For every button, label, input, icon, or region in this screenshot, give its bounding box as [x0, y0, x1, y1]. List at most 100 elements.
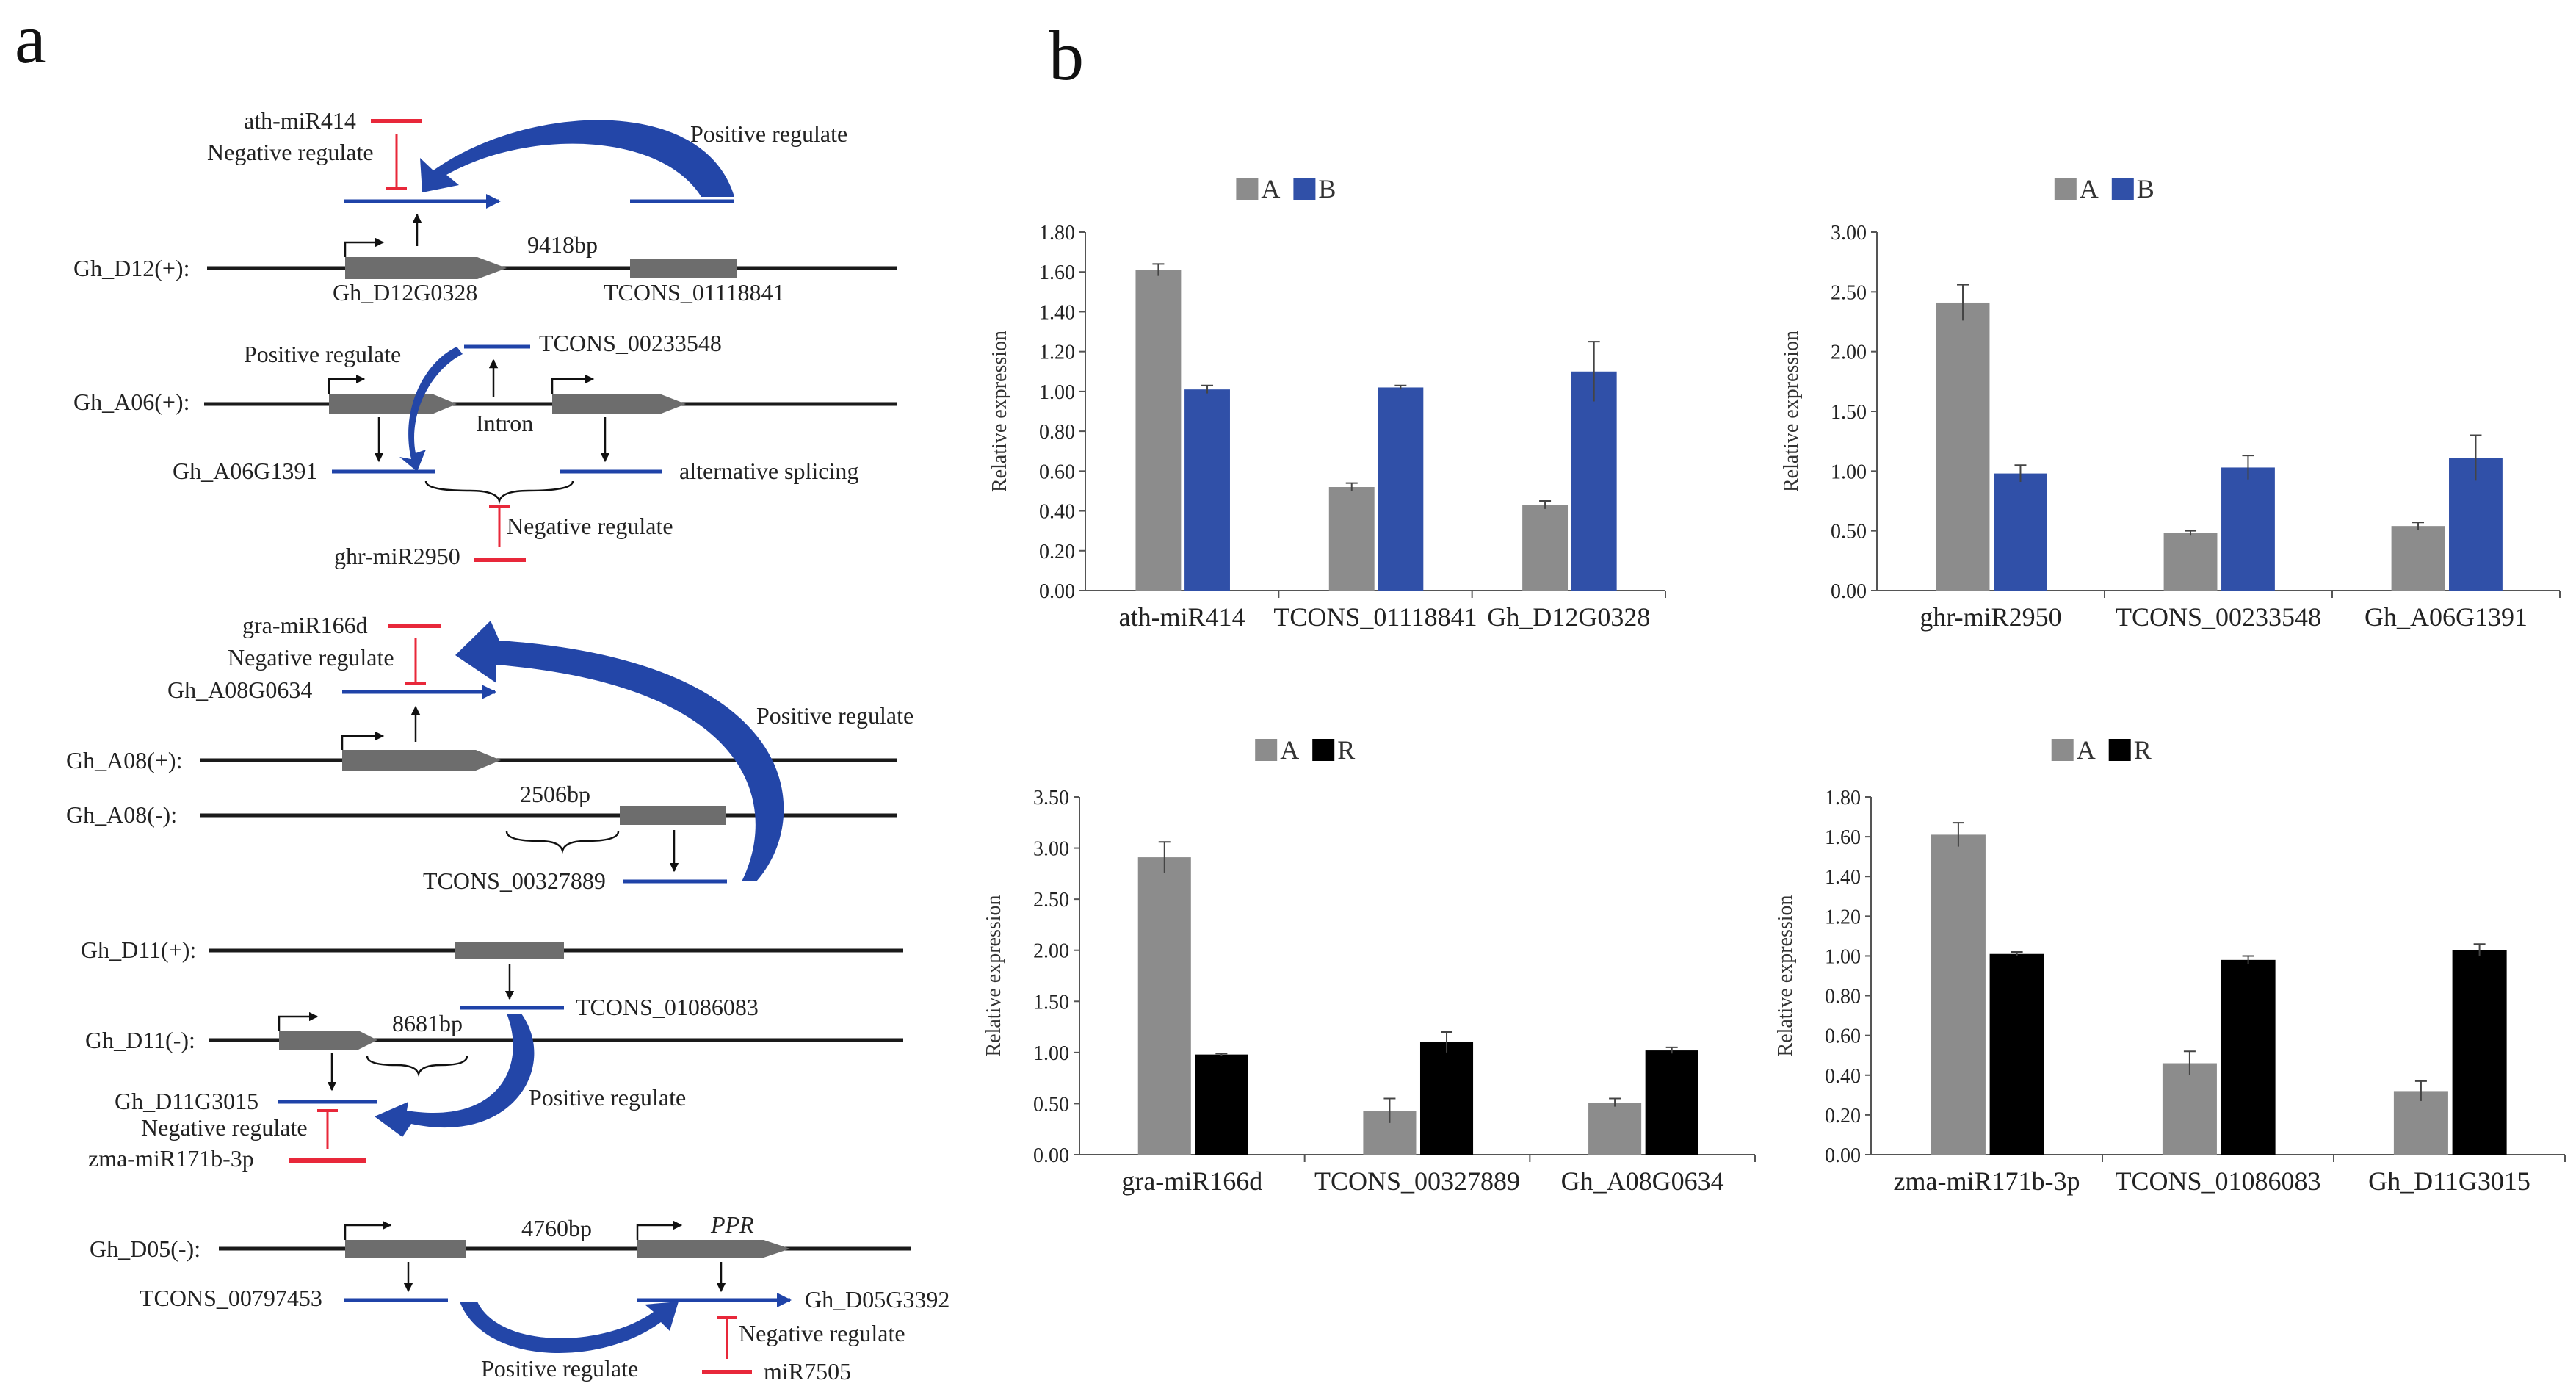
positive-label: Positive regulate: [529, 1084, 686, 1111]
legend-swatch: [2111, 178, 2134, 200]
lncrna-label: TCONS_01118841: [604, 279, 785, 306]
category-label: TCONS_00233548: [2116, 602, 2321, 632]
row-d05: Gh_D05(-): 4760bp PPR TCONS_00797453 Gh_…: [90, 1211, 949, 1385]
tss-arrow: [278, 1011, 319, 1031]
negative-label: Negative regulate: [739, 1320, 905, 1346]
positive-label: Positive regulate: [690, 120, 847, 147]
chrom-plus-label: Gh_A08(+):: [66, 747, 182, 773]
y-tick-label: 1.20: [1825, 906, 1861, 928]
legend-label: A: [2080, 174, 2099, 203]
row-a08: gra-miR166d Negative regulate Gh_A08G063…: [66, 612, 913, 894]
bar-b: [2221, 467, 2275, 591]
bar-b: [1571, 371, 1617, 591]
alt-splicing-label: alternative splicing: [679, 458, 858, 484]
chart-d11: A R 0.00 0.20 0.40 0.60 0.80 1.00 1.20 1.40 1.60 1.…: [1774, 735, 2566, 1196]
panel-a: a Gh_D12(+): 9418bp Gh_D12G0328 TCONS_01…: [15, 0, 949, 1385]
y-tick-label: 2.50: [1831, 281, 1867, 304]
positive-label: Positive regulate: [244, 341, 401, 367]
positive-regulation-arrow: [455, 621, 784, 881]
category-label: Gh_A08G0634: [1561, 1166, 1724, 1196]
bar-a: [2162, 1063, 2217, 1155]
negative-label: Negative regulate: [228, 644, 394, 671]
positive-regulation-arrow: [375, 1014, 535, 1137]
bar-a: [1936, 302, 1990, 591]
y-tick-label: 1.00: [1039, 381, 1075, 404]
mirna-label: gra-miR166d: [242, 612, 368, 638]
tss-arrow-2: [551, 374, 595, 394]
panel-b-letter: b: [1049, 16, 1084, 95]
tss-arrow-1: [328, 374, 366, 394]
legend-swatch: [1255, 739, 1278, 761]
bar-r: [1195, 1054, 1248, 1155]
category-label: Gh_D12G0328: [1487, 602, 1650, 632]
lncrna-block: [620, 806, 726, 825]
y-tick-label: 2.50: [1033, 889, 1069, 912]
y-axis-title: Relative expression: [983, 895, 1005, 1056]
y-tick-label: 0.50: [1831, 521, 1867, 544]
chrom-minus-label: Gh_A08(-):: [66, 801, 177, 828]
panel-a-letter: a: [15, 0, 46, 78]
y-tick-label: 1.60: [1039, 261, 1075, 284]
chart-a06: A B 0.00 0.50 1.00 1.50 2.00 2.50 3.00 Relative e…: [1780, 174, 2561, 632]
ppr-label: PPR: [710, 1211, 754, 1238]
legend-swatch: [1293, 178, 1316, 200]
category-label: TCONS_00327889: [1314, 1166, 1520, 1196]
chrom-plus-label: Gh_D11(+):: [81, 937, 196, 963]
tss-arrow-2: [636, 1220, 683, 1240]
gene-label: Gh_D12G0328: [333, 279, 477, 306]
bar-r: [2452, 950, 2507, 1155]
y-tick-label: 2.00: [1831, 342, 1867, 364]
y-tick-label: 1.00: [1033, 1042, 1069, 1065]
y-tick-label: 0.00: [1039, 580, 1075, 603]
gene-block: [345, 257, 507, 279]
bar-a: [1931, 834, 1986, 1155]
bar-a: [1328, 487, 1375, 591]
brace: [424, 480, 574, 505]
positive-label: Positive regulate: [481, 1355, 638, 1382]
category-label: ath-miR414: [1119, 602, 1245, 632]
bar-a: [1137, 857, 1191, 1155]
y-tick-label: 0.80: [1039, 421, 1075, 444]
y-tick-label: 3.50: [1033, 787, 1069, 809]
y-tick-label: 1.50: [1831, 401, 1867, 424]
category-label: Gh_D11G3015: [2368, 1166, 2530, 1196]
negative-label: Negative regulate: [507, 513, 673, 539]
mirna-label: miR7505: [764, 1358, 851, 1385]
tss-arrow-1: [344, 1220, 392, 1240]
bar-a: [2163, 533, 2218, 591]
y-tick-label: 1.60: [1825, 826, 1861, 849]
chrom-label: Gh_D12(+):: [73, 255, 189, 281]
bar-b: [1378, 387, 1424, 591]
y-tick-label: 0.40: [1825, 1065, 1861, 1088]
y-tick-label: 1.50: [1033, 991, 1069, 1014]
negative-label: Negative regulate: [141, 1114, 308, 1141]
brace: [505, 831, 620, 854]
y-tick-label: 1.00: [1831, 461, 1867, 483]
bar-r: [1989, 953, 2044, 1155]
mirna-label: ghr-miR2950: [334, 543, 460, 569]
legend-label: B: [1318, 174, 1336, 203]
intron-label: Intron: [476, 410, 533, 436]
y-axis-title: Relative expression: [1774, 895, 1797, 1056]
bar-a: [2391, 526, 2445, 591]
legend-swatch: [1312, 739, 1335, 761]
category-label: Gh_A06G1391: [2365, 602, 2528, 632]
bar-b: [1994, 473, 2047, 591]
legend-swatch: [2051, 739, 2074, 761]
y-tick-label: 0.20: [1039, 541, 1075, 563]
bar-r: [1645, 1050, 1698, 1155]
category-label: ghr-miR2950: [1920, 602, 2061, 632]
positive-regulation-arrow: [420, 120, 734, 197]
panel-b: b A B 0.00 0.20 0.40 0.60 0.80 1.00 1.20 1.40 1.60…: [983, 16, 2566, 1196]
y-tick-label: 1.40: [1039, 301, 1075, 324]
gene-block: [279, 1031, 377, 1050]
chrom-minus-label: Gh_D11(-):: [85, 1027, 195, 1053]
tss-arrow: [341, 731, 385, 750]
positive-label: Positive regulate: [756, 702, 913, 729]
brace: [366, 1056, 468, 1077]
mirna-label: ath-miR414: [244, 107, 356, 134]
chart-d12: A B 0.00 0.20 0.40 0.60 0.80 1.00 1.20 1.40 1.60 1.…: [988, 174, 1666, 632]
lncrna-label: TCONS_00327889: [423, 867, 606, 894]
chart-a08: A R 0.00 0.50 1.00 1.50 2.00 2.50 3.00 3.50 Relati…: [983, 735, 1756, 1196]
